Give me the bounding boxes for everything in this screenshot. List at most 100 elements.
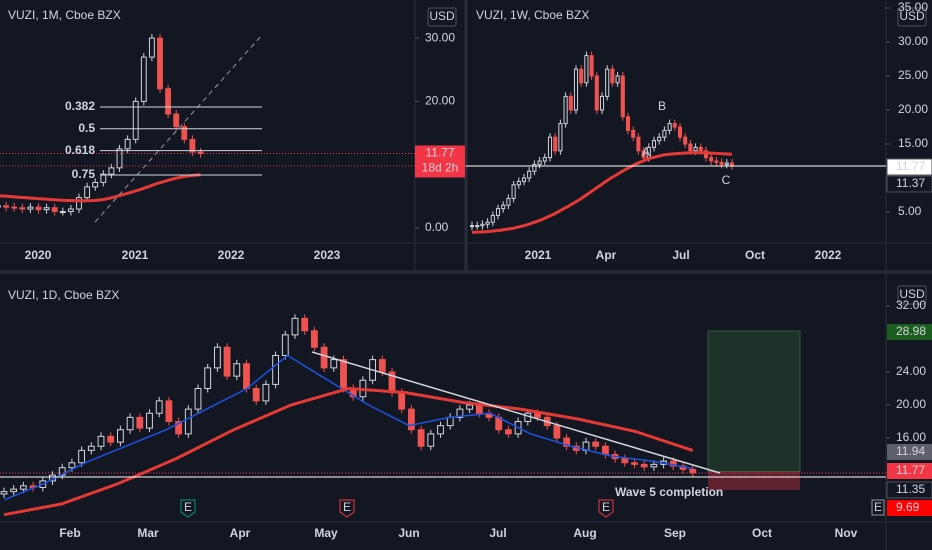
- candle: [709, 157, 714, 162]
- candle: [100, 173, 107, 183]
- candle: [641, 150, 646, 159]
- x-tick-label: 2022: [815, 248, 842, 262]
- price-box-label: 11.77: [425, 146, 454, 160]
- candle: [189, 138, 196, 153]
- candle: [495, 208, 501, 216]
- candle: [714, 160, 719, 163]
- countdown: 18d 2h: [422, 161, 459, 175]
- candle: [252, 388, 260, 402]
- y-tick-label: 16.00: [896, 430, 926, 444]
- candle: [511, 184, 516, 199]
- candle: [594, 75, 599, 111]
- candle: [553, 136, 558, 152]
- currency-box: [897, 7, 927, 27]
- wave-label: B: [658, 99, 666, 113]
- candle: [116, 148, 123, 169]
- candle: [615, 75, 620, 84]
- price-box-label: 11.35: [896, 482, 925, 496]
- candle: [485, 221, 490, 225]
- x-tick-label: 2021: [122, 248, 149, 262]
- y-tick-label: 25.00: [898, 68, 928, 82]
- price-box-label: 11.37: [896, 176, 925, 190]
- price-box: [887, 444, 932, 460]
- candle: [469, 225, 475, 228]
- x-tick-label: Apr: [596, 248, 617, 262]
- earnings-label: E: [343, 500, 351, 514]
- candle: [108, 167, 115, 175]
- candle: [547, 136, 553, 159]
- candle: [59, 211, 66, 214]
- candle: [19, 485, 27, 490]
- y-tick-label: 5.00: [898, 204, 922, 218]
- candle: [157, 37, 163, 90]
- candle: [233, 363, 241, 377]
- candle: [672, 123, 677, 128]
- candle: [667, 123, 672, 131]
- moving-average: [0, 173, 201, 203]
- candle: [175, 421, 183, 435]
- candle: [51, 207, 58, 213]
- y-tick-label: 20.00: [425, 94, 455, 108]
- price-box: [887, 500, 932, 516]
- candle: [10, 488, 18, 493]
- earnings-label: E: [184, 500, 192, 514]
- candle: [650, 463, 658, 468]
- candle: [698, 146, 703, 152]
- chart-title: VUZI, 1M, Cboe BZX: [8, 8, 121, 22]
- currency-box: [427, 7, 457, 27]
- candle: [213, 346, 221, 369]
- candle: [475, 225, 480, 228]
- candle: [599, 95, 605, 111]
- target-zone: [707, 330, 801, 472]
- candle: [584, 55, 589, 84]
- candle: [223, 346, 231, 377]
- earnings-marker: [339, 499, 355, 518]
- candle: [184, 408, 192, 435]
- candle: [605, 68, 610, 97]
- candle: [589, 55, 594, 77]
- candle: [683, 136, 688, 145]
- candle: [563, 95, 568, 125]
- fib-label: 0.618: [65, 143, 95, 157]
- candle: [272, 355, 280, 385]
- candle: [0, 491, 8, 495]
- y-tick-label: 35.00: [898, 0, 928, 14]
- candle: [558, 123, 563, 152]
- candle: [688, 143, 693, 152]
- candle: [689, 468, 697, 474]
- moving-average: [3, 354, 693, 501]
- candle: [636, 136, 641, 152]
- candle: [621, 458, 629, 464]
- candle: [719, 161, 724, 165]
- annotation: Wave 5 completion: [615, 485, 723, 499]
- candle: [262, 383, 270, 402]
- candle: [475, 404, 483, 414]
- candle: [97, 435, 105, 447]
- price-box: [887, 463, 932, 479]
- earnings-marker: [871, 499, 885, 516]
- wave-label: C: [722, 173, 731, 187]
- currency-box: [897, 285, 927, 305]
- candle: [378, 359, 386, 373]
- candle: [490, 214, 495, 223]
- y-tick-label: 20.00: [898, 102, 928, 116]
- candle: [640, 463, 648, 468]
- candle: [87, 445, 95, 451]
- candle: [620, 75, 625, 118]
- candle: [592, 441, 600, 447]
- candle: [116, 429, 124, 443]
- earnings-marker: [598, 499, 614, 518]
- candle: [553, 425, 561, 439]
- candle: [19, 207, 26, 210]
- trend-line: [94, 34, 263, 223]
- candle: [78, 449, 86, 464]
- price-box-label: 9.69: [896, 500, 920, 514]
- candle: [417, 429, 425, 447]
- candle: [662, 129, 667, 138]
- candle: [504, 429, 512, 435]
- candle: [407, 408, 415, 431]
- candle: [657, 136, 662, 142]
- candle: [456, 408, 464, 418]
- candle: [281, 334, 289, 356]
